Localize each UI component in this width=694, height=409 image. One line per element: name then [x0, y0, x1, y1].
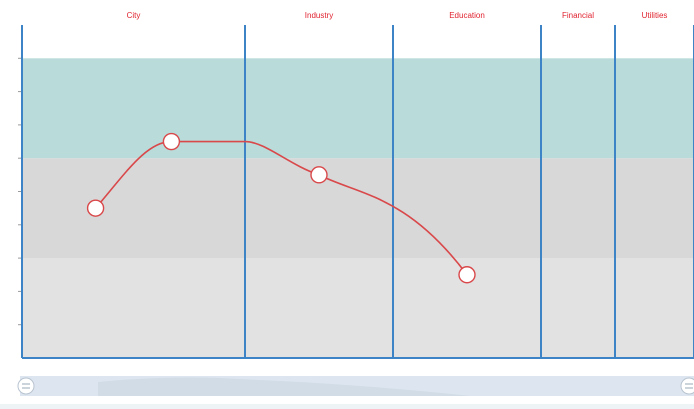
- band-1: [22, 158, 694, 259]
- data-point-2[interactable]: [310, 166, 328, 184]
- series-layer: [86, 132, 476, 284]
- category-label-city: City: [127, 11, 141, 20]
- zoom-handle-left[interactable]: [17, 377, 35, 395]
- category-label-utilities: Utilities: [642, 11, 668, 20]
- category-labels: City Industry Education Financial Utilities: [127, 11, 668, 20]
- column-dividers: [21, 25, 694, 359]
- data-point-0[interactable]: [86, 199, 105, 217]
- category-label-education: Education: [449, 11, 485, 20]
- zoom-preview-area: [98, 377, 470, 396]
- data-point-1[interactable]: [162, 132, 181, 151]
- data-zoom-slider[interactable]: [17, 376, 694, 396]
- zoom-handle-right[interactable]: [680, 377, 694, 395]
- category-label-financial: Financial: [562, 11, 594, 20]
- category-label-industry: Industry: [305, 11, 333, 20]
- band-2: [22, 58, 694, 159]
- series-line: [94, 140, 468, 276]
- band-0: [22, 258, 694, 358]
- bands-layer: [22, 58, 694, 358]
- data-point-3[interactable]: [458, 266, 476, 284]
